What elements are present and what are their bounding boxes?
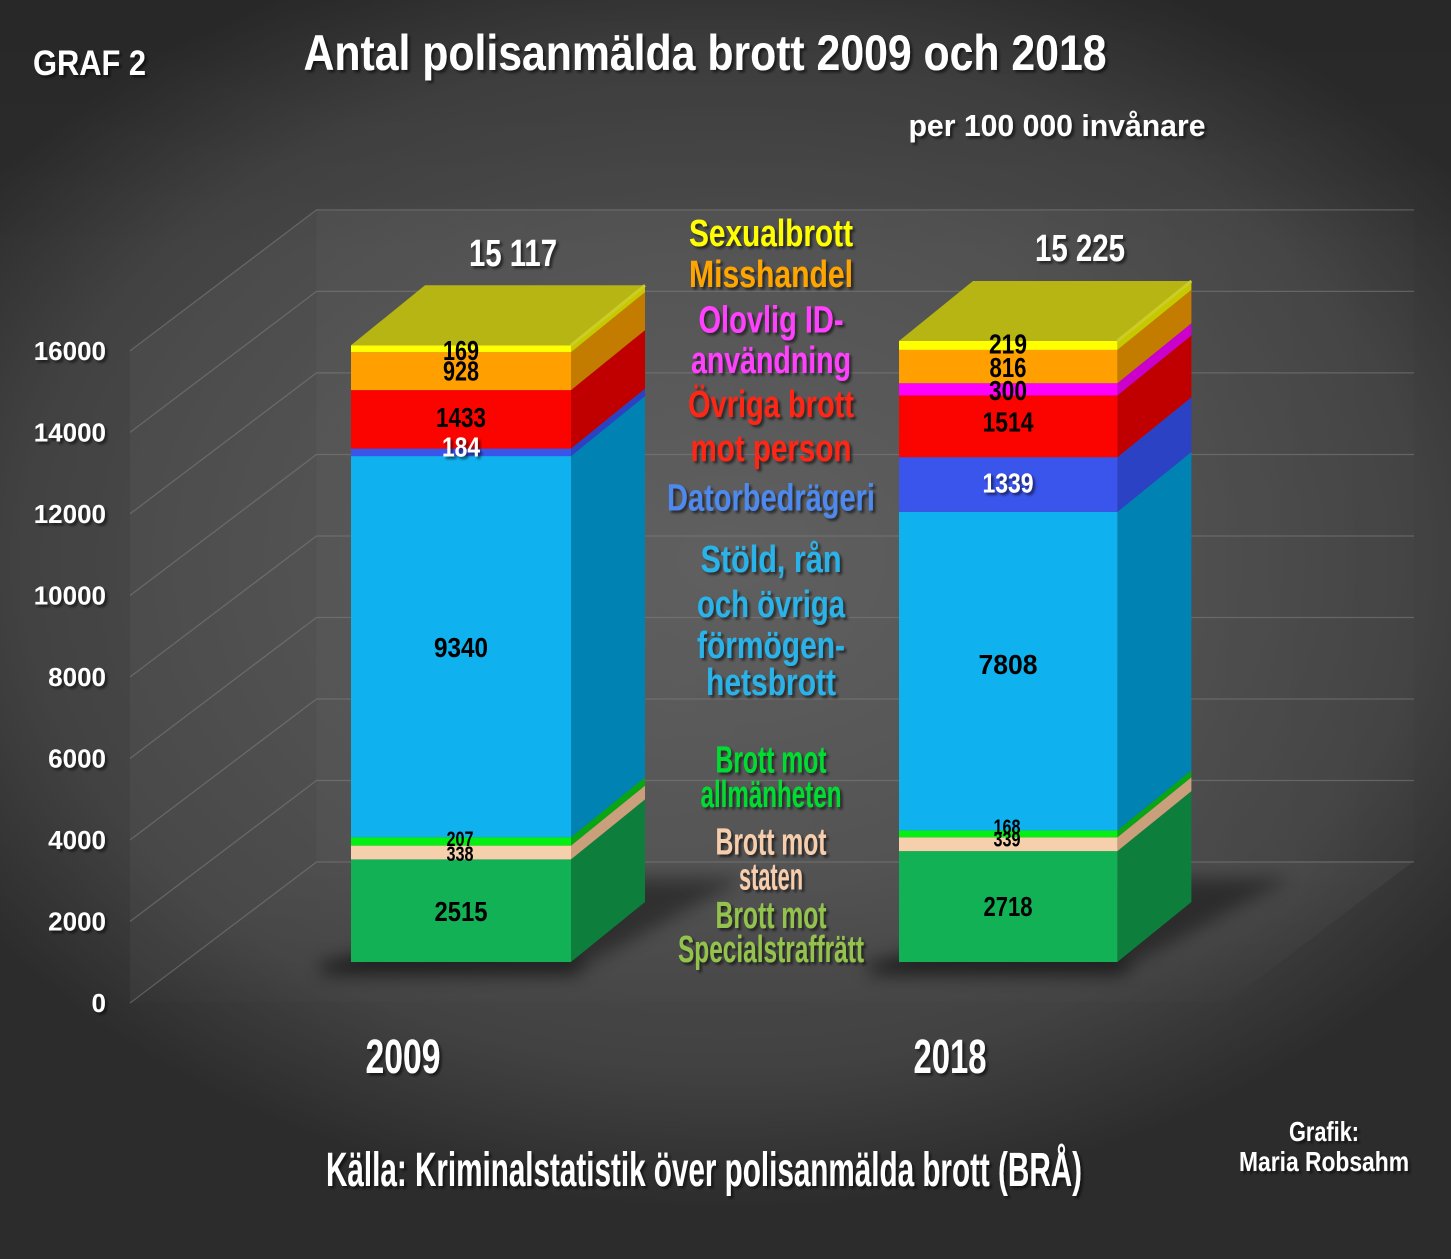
svg-text:1514: 1514: [983, 406, 1034, 437]
svg-text:2018: 2018: [914, 1031, 987, 1084]
svg-text:mot person: mot person: [691, 428, 852, 470]
svg-text:Övriga brott: Övriga brott: [688, 383, 854, 426]
svg-text:339: 339: [994, 829, 1021, 852]
svg-text:15 117: 15 117: [469, 233, 557, 275]
svg-text:928: 928: [443, 356, 479, 387]
svg-text:0: 0: [92, 988, 106, 1018]
svg-text:Maria Robsahm: Maria Robsahm: [1239, 1146, 1409, 1177]
svg-text:GRAF 2: GRAF 2: [33, 44, 146, 83]
svg-text:per 100 000 invånare: per 100 000 invånare: [909, 108, 1206, 143]
svg-text:hetsbrott: hetsbrott: [706, 662, 836, 704]
svg-text:Källa: Kriminalstatistik över: Källa: Kriminalstatistik över polisanmäl…: [326, 1143, 1082, 1197]
svg-text:Antal polisanmälda brott 2009: Antal polisanmälda brott 2009 och 2018: [304, 25, 1107, 81]
svg-text:15 225: 15 225: [1035, 228, 1125, 270]
svg-text:förmögen-: förmögen-: [697, 625, 845, 667]
svg-text:12000: 12000: [34, 499, 106, 529]
svg-text:allmänheten: allmänheten: [701, 774, 842, 816]
svg-text:2718: 2718: [984, 891, 1033, 922]
svg-text:184: 184: [442, 432, 480, 463]
svg-text:2000: 2000: [48, 906, 106, 936]
svg-text:Sexualbrott: Sexualbrott: [689, 213, 853, 255]
svg-text:Olovlig ID-: Olovlig ID-: [699, 300, 844, 342]
svg-text:300: 300: [989, 375, 1027, 406]
svg-text:816: 816: [990, 352, 1027, 383]
svg-text:Grafik:: Grafik:: [1289, 1116, 1359, 1147]
svg-text:8000: 8000: [48, 662, 106, 692]
svg-text:Brott mot: Brott mot: [716, 895, 827, 937]
svg-text:2009: 2009: [366, 1031, 441, 1084]
svg-text:användning: användning: [691, 340, 851, 382]
svg-text:Datorbedrägeri: Datorbedrägeri: [667, 478, 875, 520]
svg-text:1433: 1433: [436, 402, 486, 433]
svg-text:1339: 1339: [983, 467, 1034, 498]
svg-text:9340: 9340: [434, 632, 488, 663]
svg-text:staten: staten: [739, 856, 803, 898]
svg-text:2515: 2515: [435, 896, 488, 927]
svg-text:4000: 4000: [48, 825, 106, 855]
svg-text:Specialstraffrätt: Specialstraffrätt: [678, 929, 864, 971]
svg-text:7808: 7808: [979, 649, 1038, 680]
svg-text:168: 168: [994, 816, 1021, 839]
svg-text:Misshandel: Misshandel: [689, 254, 853, 296]
svg-text:6000: 6000: [48, 743, 106, 773]
svg-text:219: 219: [989, 329, 1027, 360]
svg-text:16000: 16000: [34, 336, 106, 366]
svg-text:Stöld, rån: Stöld, rån: [701, 539, 842, 581]
svg-text:10000: 10000: [34, 580, 106, 610]
svg-text:338: 338: [447, 843, 474, 866]
svg-text:169: 169: [443, 335, 479, 366]
svg-text:och övriga: och övriga: [697, 584, 846, 626]
svg-text:207: 207: [447, 828, 474, 851]
svg-text:Brott mot: Brott mot: [716, 822, 827, 864]
svg-text:Brott mot: Brott mot: [716, 739, 827, 781]
svg-text:14000: 14000: [34, 417, 106, 447]
